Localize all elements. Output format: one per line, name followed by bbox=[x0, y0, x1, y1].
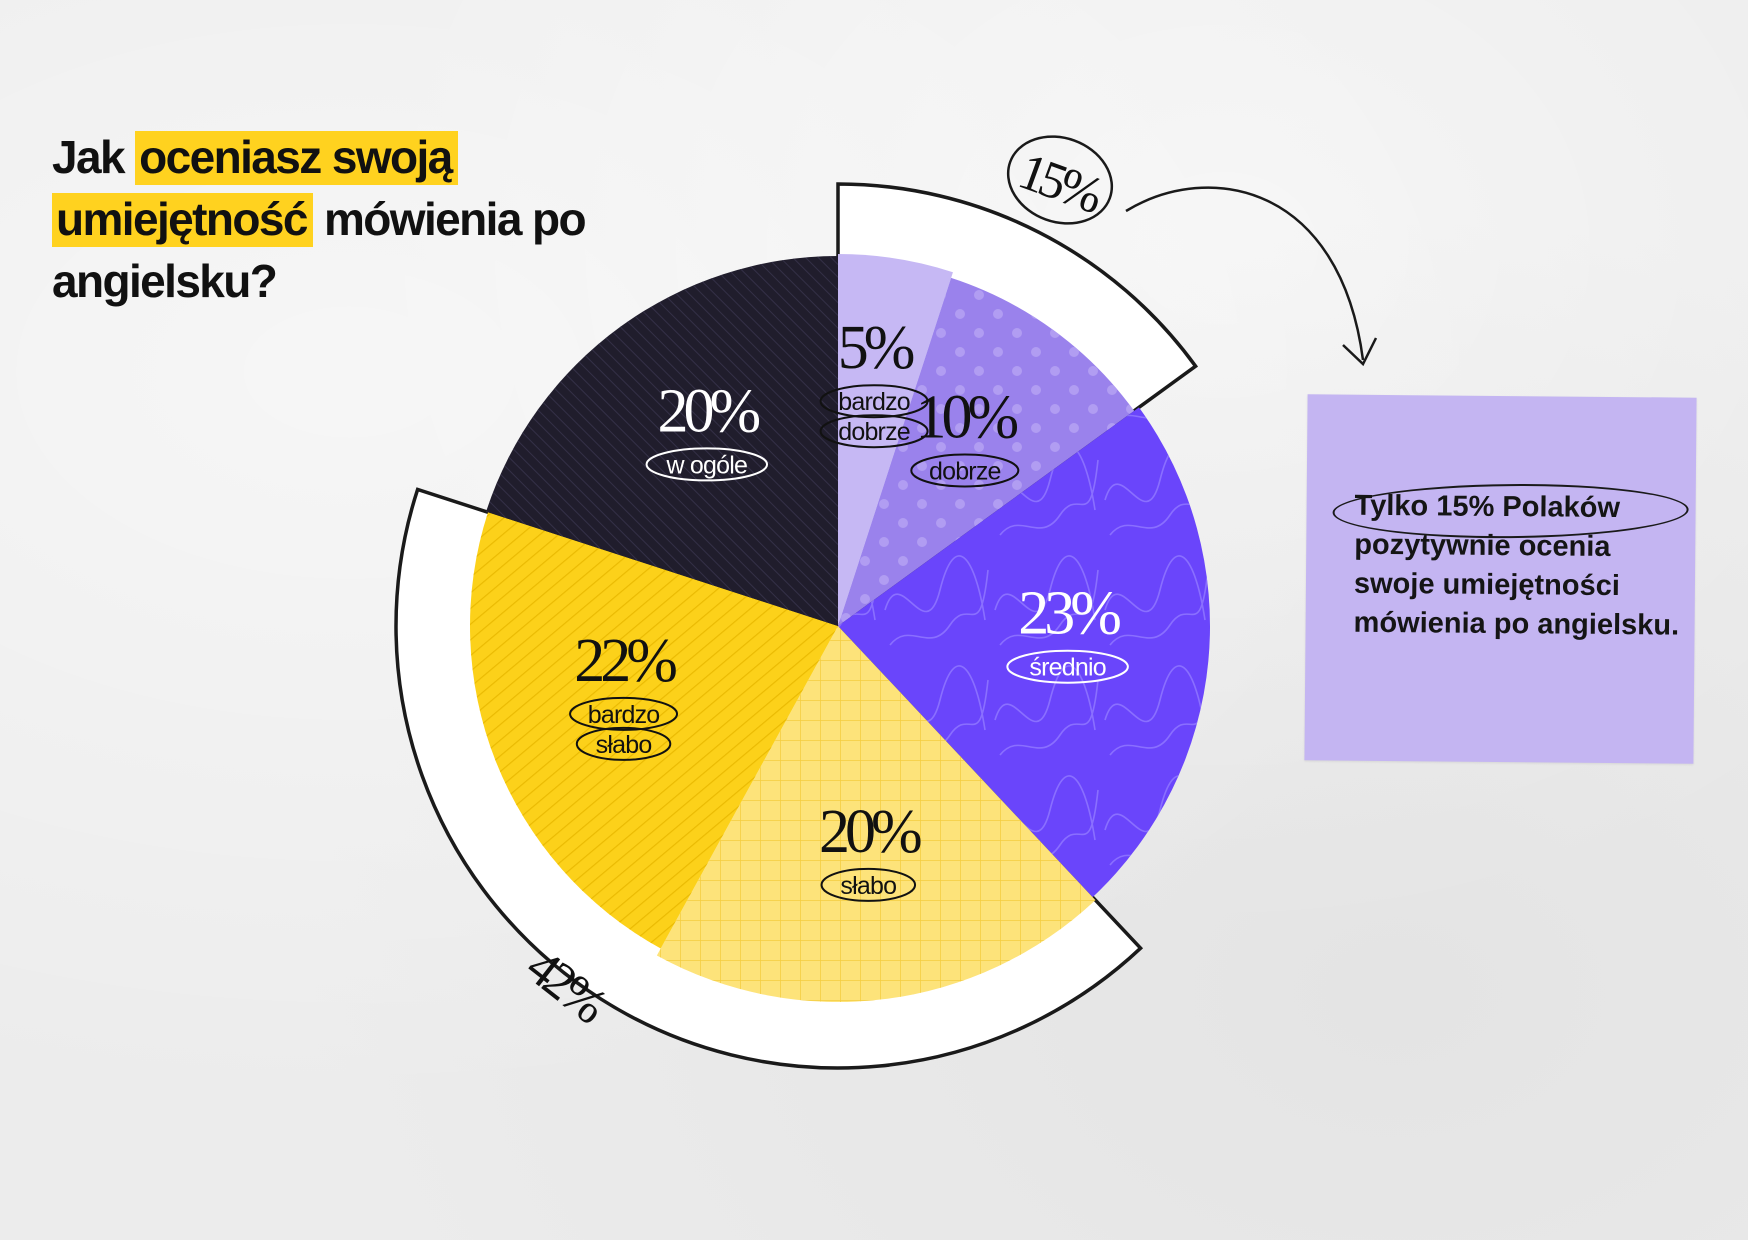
category-label: słabo bbox=[596, 731, 652, 759]
title-part-1: Jak bbox=[52, 131, 136, 183]
title-part-2: mówienia po angielsku? bbox=[52, 193, 587, 307]
arrow-head bbox=[1342, 337, 1378, 367]
title-highlight-2: umiejętność bbox=[52, 193, 313, 247]
slice-label-slabo: 20% słabo bbox=[819, 798, 926, 902]
category-label-ring bbox=[575, 726, 672, 761]
category-label: dobrze bbox=[838, 418, 910, 446]
slice-bardzo-dobrze bbox=[838, 254, 953, 626]
note-body: pozytywnie ocenia swoje umiejętności mów… bbox=[1353, 528, 1680, 642]
value-label: 20% bbox=[819, 798, 921, 866]
category-label: bardzo bbox=[588, 701, 660, 729]
slice-srednio-texture bbox=[838, 407, 1210, 898]
slice-label-w-ogole: 20% w ogóle bbox=[645, 377, 769, 482]
group-label-15: 15% bbox=[1011, 143, 1109, 225]
category-label: średnio bbox=[1029, 654, 1105, 682]
group-label-ring bbox=[1006, 135, 1114, 225]
chart-title: Jak oceniasz swoją umiejętność mówienia p… bbox=[52, 126, 612, 312]
value-label: 20% bbox=[657, 377, 759, 445]
arrow bbox=[1125, 186, 1365, 361]
slice-bardzo-slabo-texture bbox=[470, 512, 838, 949]
category-label-ring bbox=[645, 447, 769, 482]
note-text: Tylko 15% Polaków pozytywnie ocenia swoj… bbox=[1353, 487, 1684, 646]
category-label-ring bbox=[910, 453, 1020, 488]
value-label: 23% bbox=[1018, 580, 1120, 648]
title-highlight-1: oceniasz swoją bbox=[135, 131, 458, 185]
slice-slabo-texture bbox=[656, 626, 1096, 1003]
slice-w-ogole-texture bbox=[486, 256, 838, 626]
value-label: 10% bbox=[915, 383, 1017, 451]
category-label-ring bbox=[819, 384, 929, 419]
category-label: słabo bbox=[840, 872, 896, 900]
category-label-ring bbox=[819, 414, 929, 449]
slices bbox=[470, 254, 1210, 1003]
category-label: w ogóle bbox=[666, 451, 748, 479]
note-card: Tylko 15% Polaków pozytywnie ocenia swoj… bbox=[1304, 394, 1697, 764]
slice-label-dobrze: 10% dobrze bbox=[910, 383, 1022, 488]
value-label: 5% bbox=[838, 314, 914, 382]
category-label-ring bbox=[1006, 649, 1129, 684]
note-highlight: Tylko 15% Polaków bbox=[1354, 489, 1621, 525]
value-label: 22% bbox=[574, 627, 676, 695]
category-label: bardzo bbox=[838, 388, 910, 416]
slice-dobrze-texture bbox=[838, 277, 1135, 626]
slice-label-srednio: 23% średnio bbox=[1006, 580, 1129, 684]
category-label-ring bbox=[569, 696, 679, 731]
category-label-ring bbox=[820, 867, 917, 902]
category-label: dobrze bbox=[929, 457, 1001, 485]
